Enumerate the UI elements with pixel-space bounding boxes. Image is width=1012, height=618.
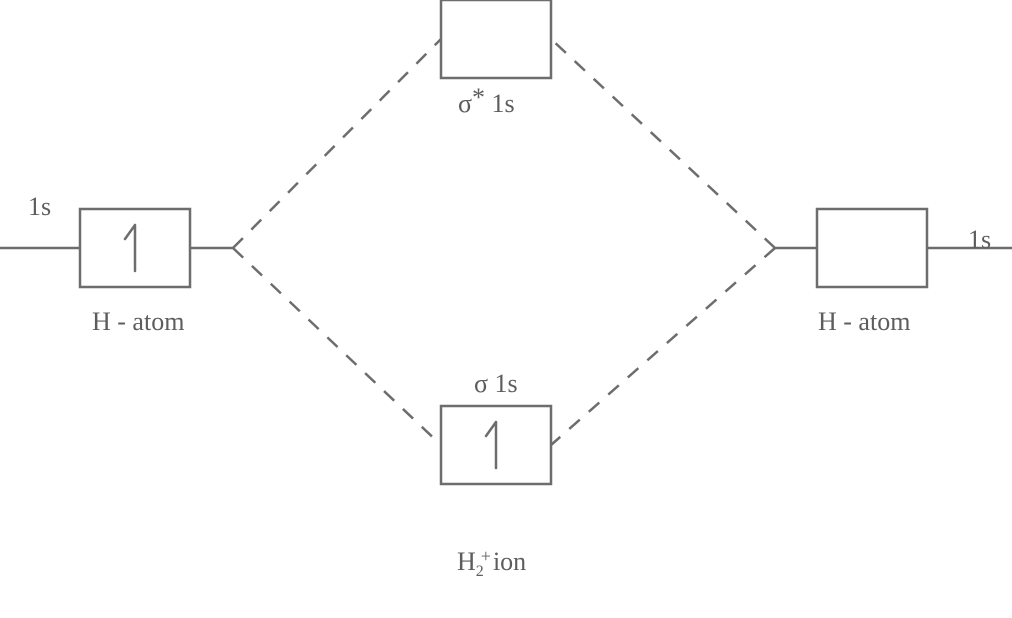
h2-plus-ion-label: H2+ion [457, 546, 526, 580]
dash-left-to-sigma-star [233, 39, 441, 248]
dash-right-to-sigma-star [551, 39, 775, 248]
right-atom-label: H - atom [818, 307, 910, 336]
dash-left-to-sigma [233, 248, 441, 445]
dash-right-to-sigma [551, 248, 775, 445]
sigma-label: σ 1s [474, 369, 518, 398]
sigma-star-label: σ* 1s [458, 83, 515, 118]
left-1s-label: 1s [28, 192, 51, 221]
sigma-star-orbital-box [441, 0, 551, 78]
right-1s-label: 1s [968, 225, 991, 254]
right-1s-orbital-box [817, 209, 927, 287]
left-atom-label: H - atom [92, 307, 184, 336]
